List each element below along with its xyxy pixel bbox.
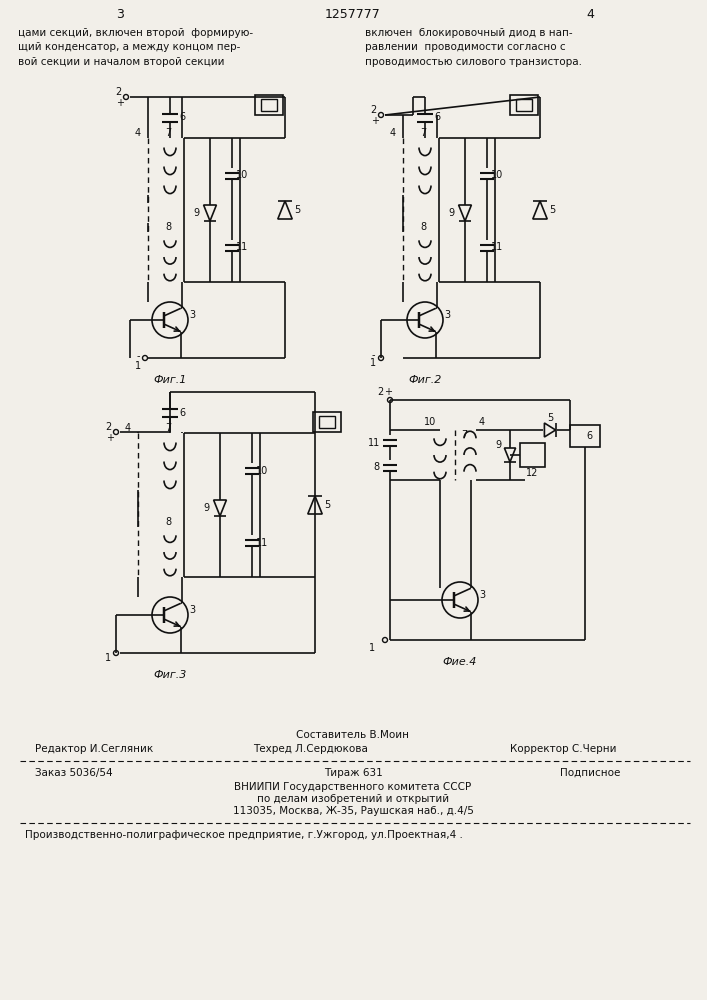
Text: 1: 1 <box>370 358 376 368</box>
Text: цами секций, включен второй  формирую-
щий конденсатор, а между концом пер-
вой : цами секций, включен второй формирую- щи… <box>18 28 253 67</box>
Text: 9: 9 <box>448 208 454 218</box>
Text: 2: 2 <box>370 105 376 115</box>
Text: 5: 5 <box>547 413 553 423</box>
Text: Тираж 631: Тираж 631 <box>324 768 382 778</box>
Text: 7: 7 <box>165 423 171 433</box>
Text: 8: 8 <box>165 222 171 232</box>
Text: 1: 1 <box>135 361 141 371</box>
Text: 1257777: 1257777 <box>325 7 381 20</box>
Text: 5: 5 <box>324 500 330 510</box>
Text: 8: 8 <box>420 222 426 232</box>
Text: Составитель В.Моин: Составитель В.Моин <box>296 730 409 740</box>
Text: 4: 4 <box>479 417 485 427</box>
Text: 11: 11 <box>491 242 503 252</box>
Text: 7: 7 <box>461 430 467 440</box>
Text: по делам изобретений и открытий: по делам изобретений и открытий <box>257 794 449 804</box>
Text: 4: 4 <box>135 128 141 138</box>
Text: 4: 4 <box>125 423 131 433</box>
Bar <box>319 416 335 428</box>
Text: 6: 6 <box>434 112 440 122</box>
Text: 5: 5 <box>549 205 555 215</box>
Text: 4: 4 <box>586 7 594 20</box>
Text: +: + <box>116 98 124 108</box>
Text: 4: 4 <box>390 128 396 138</box>
Text: 6: 6 <box>586 431 592 441</box>
Text: +: + <box>106 433 114 443</box>
Text: -: - <box>136 351 140 361</box>
Text: Фиг.1: Фиг.1 <box>153 375 187 385</box>
Text: 9: 9 <box>203 503 209 513</box>
Text: Фиг.2: Фиг.2 <box>409 375 442 385</box>
Text: 10: 10 <box>236 170 248 180</box>
Text: Подписное: Подписное <box>560 768 620 778</box>
Text: 7: 7 <box>420 128 426 138</box>
Text: Фие.4: Фие.4 <box>443 657 477 667</box>
Text: 12: 12 <box>526 468 538 478</box>
Text: 1: 1 <box>105 653 111 663</box>
Bar <box>255 95 283 115</box>
Text: +: + <box>384 387 392 397</box>
Text: 3: 3 <box>444 310 450 320</box>
Text: 9: 9 <box>193 208 199 218</box>
Text: 9: 9 <box>495 440 501 450</box>
Text: 2: 2 <box>115 87 121 97</box>
Text: 8: 8 <box>165 517 171 527</box>
Text: 11: 11 <box>236 242 248 252</box>
Text: ВНИИПИ Государственного комитета СССР: ВНИИПИ Государственного комитета СССР <box>235 782 472 792</box>
Text: 7: 7 <box>165 128 171 138</box>
Bar <box>516 99 532 111</box>
Text: 5: 5 <box>294 205 300 215</box>
Text: 1: 1 <box>369 643 375 653</box>
Text: 113035, Москва, Ж-35, Раушская наб., д.4/5: 113035, Москва, Ж-35, Раушская наб., д.4… <box>233 806 474 816</box>
Text: 2: 2 <box>377 387 383 397</box>
Bar <box>570 425 600 447</box>
Bar <box>510 95 538 115</box>
Text: Фиг.3: Фиг.3 <box>153 670 187 680</box>
Text: 6: 6 <box>179 112 185 122</box>
Text: 3: 3 <box>189 310 195 320</box>
Text: 10: 10 <box>256 466 268 476</box>
Bar <box>520 443 545 467</box>
Bar <box>313 412 341 432</box>
Text: 6: 6 <box>179 408 185 418</box>
Text: -: - <box>371 350 375 360</box>
Text: +: + <box>371 116 379 126</box>
Text: 10: 10 <box>491 170 503 180</box>
Text: Техред Л.Сердюкова: Техред Л.Сердюкова <box>253 744 368 754</box>
Text: Корректор С.Черни: Корректор С.Черни <box>510 744 617 754</box>
Text: 11: 11 <box>368 438 380 448</box>
Text: Заказ 5036/54: Заказ 5036/54 <box>35 768 112 778</box>
Bar <box>261 99 277 111</box>
Text: Производственно-полиграфическое предприятие, г.Ужгород, ул.Проектная,4 .: Производственно-полиграфическое предприя… <box>25 830 463 840</box>
Text: включен  блокировочный диод в нап-
равлении  проводимости согласно с
проводимост: включен блокировочный диод в нап- равлен… <box>365 28 582 67</box>
Text: 3: 3 <box>116 7 124 20</box>
Text: 11: 11 <box>256 538 268 548</box>
Text: 3: 3 <box>479 590 485 600</box>
Text: 2: 2 <box>105 422 111 432</box>
Text: 10: 10 <box>424 417 436 427</box>
Text: 3: 3 <box>189 605 195 615</box>
Text: Редактор И.Сегляник: Редактор И.Сегляник <box>35 744 153 754</box>
Text: 8: 8 <box>373 462 379 473</box>
